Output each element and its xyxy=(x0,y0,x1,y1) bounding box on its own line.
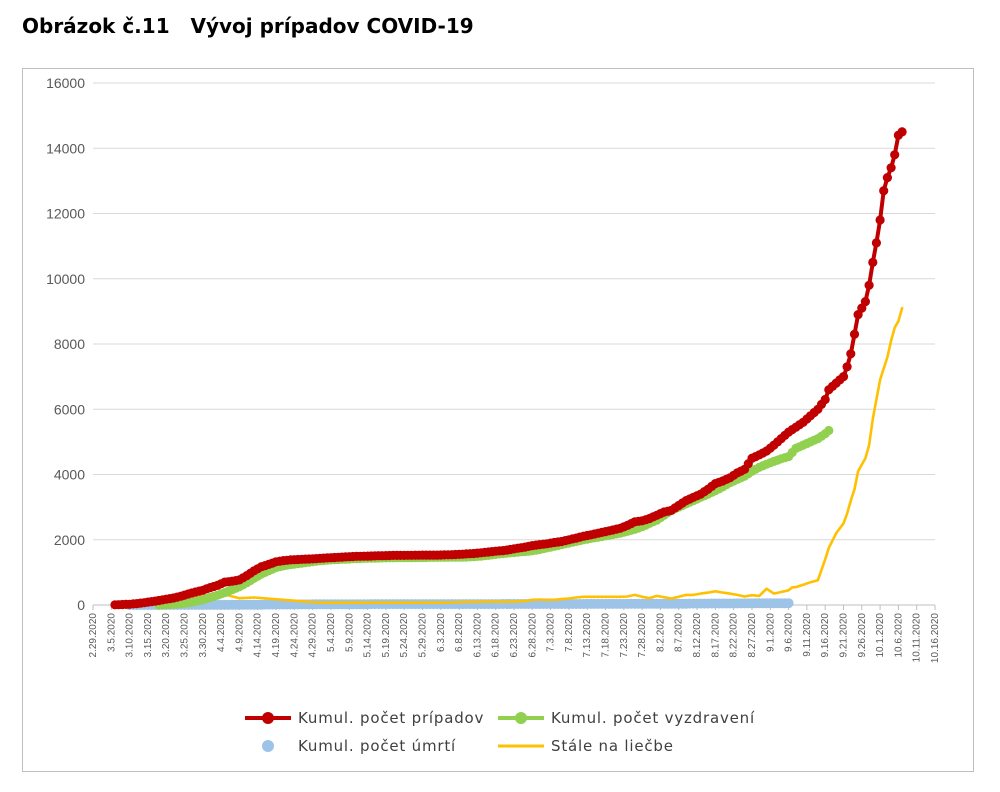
x-tick-label: 9.6.2020 xyxy=(784,613,795,652)
chart-frame: 0 2000 4000 6000 8000 10000 12000 14000 16000 2.… xyxy=(22,68,974,772)
x-axis: 2.29.2020 3.5.2020 3.10.2020 3.15.2020 3.20.… xyxy=(88,605,941,663)
x-tick-label: 7.28.2020 xyxy=(637,613,648,658)
y-tick-label: 4000 xyxy=(54,467,85,483)
x-tick-label: 3.20.2020 xyxy=(161,613,172,658)
x-tick-label: 8.2.2020 xyxy=(655,613,666,652)
series-group xyxy=(110,127,907,610)
y-axis-ticks: 0 2000 4000 6000 8000 10000 12000 14000 16000 xyxy=(46,75,85,613)
x-tick-label: 9.11.2020 xyxy=(802,613,813,657)
x-tick-label: 6.3.2020 xyxy=(436,613,447,652)
x-tick-label: 5.14.2020 xyxy=(363,613,374,658)
x-tick-label: 7.23.2020 xyxy=(619,613,630,658)
x-tick-label: 10.16.2020 xyxy=(930,613,941,663)
cases-point xyxy=(875,215,885,225)
x-tick-label: 6.23.2020 xyxy=(509,613,520,658)
x-tick-label: 3.30.2020 xyxy=(198,613,209,658)
legend: Kumul. počet prípadov Kumul. počet vyzdra… xyxy=(245,709,755,755)
series-recovered xyxy=(154,425,834,610)
cases-point xyxy=(860,297,871,307)
y-tick-label: 6000 xyxy=(54,401,85,417)
cases-point xyxy=(886,163,896,173)
legend-label-recovered: Kumul. počet vyzdravení xyxy=(551,709,755,727)
y-tick-label: 12000 xyxy=(46,206,85,222)
cases-point xyxy=(871,238,882,248)
x-tick-label: 4.4.2020 xyxy=(216,613,227,652)
x-tick-label: 4.14.2020 xyxy=(253,613,264,658)
x-tick-label: 9.16.2020 xyxy=(820,613,831,658)
x-tick-label: 4.9.2020 xyxy=(234,613,245,652)
legend-item-cases: Kumul. počet prípadov xyxy=(245,709,484,727)
x-tick-label: 6.28.2020 xyxy=(527,613,538,658)
x-tick-label: 7.3.2020 xyxy=(546,613,557,652)
cases-point xyxy=(849,329,860,339)
x-tick-label: 6.13.2020 xyxy=(472,613,483,658)
x-tick-label: 8.27.2020 xyxy=(747,613,758,658)
cases-line xyxy=(113,129,905,607)
x-tick-label: 4.24.2020 xyxy=(289,613,300,658)
cases-point xyxy=(846,349,856,359)
figure-title: Obrázok č.11 Vývoj prípadov COVID-19 xyxy=(22,14,474,38)
legend-label-active: Stále na liečbe xyxy=(551,737,674,755)
legend-item-active: Stále na liečbe xyxy=(498,737,674,755)
cases-point xyxy=(897,127,907,137)
x-tick-label: 8.22.2020 xyxy=(729,613,740,658)
x-tick-label: 9.1.2020 xyxy=(765,613,776,652)
y-tick-label: 16000 xyxy=(46,75,85,91)
x-tick-label: 8.17.2020 xyxy=(710,613,721,658)
y-tick-label: 0 xyxy=(77,597,85,613)
recovered-point xyxy=(824,425,834,436)
series-cases xyxy=(110,127,907,610)
cases-point xyxy=(842,362,852,372)
x-tick-label: 6.8.2020 xyxy=(454,613,465,652)
cases-point xyxy=(890,150,900,160)
cases-point xyxy=(879,186,889,196)
y-tick-label: 14000 xyxy=(46,140,85,156)
x-tick-label: 10.6.2020 xyxy=(893,613,904,658)
x-tick-label: 4.29.2020 xyxy=(308,613,319,658)
x-tick-label: 8.12.2020 xyxy=(692,613,703,658)
cases-point xyxy=(820,394,830,405)
x-tick-label: 4.19.2020 xyxy=(271,613,282,658)
legend-label-deaths: Kumul. počet úmrtí xyxy=(298,737,456,755)
x-tick-label: 7.13.2020 xyxy=(582,613,593,658)
y-tick-label: 8000 xyxy=(54,336,85,352)
legend-label-cases: Kumul. počet prípadov xyxy=(298,709,484,727)
legend-marker-deaths xyxy=(262,740,274,752)
y-tick-label: 10000 xyxy=(46,271,85,287)
x-tick-label: 3.10.2020 xyxy=(125,613,136,658)
x-tick-label: 5.9.2020 xyxy=(344,613,355,652)
x-tick-label: 5.19.2020 xyxy=(381,613,392,658)
y-tick-label: 2000 xyxy=(54,532,85,548)
x-tick-label: 3.25.2020 xyxy=(180,613,191,658)
x-tick-label: 3.5.2020 xyxy=(106,613,117,652)
x-tick-label: 7.18.2020 xyxy=(601,613,612,658)
cases-point xyxy=(868,257,878,267)
x-tick-label: 9.26.2020 xyxy=(857,613,868,658)
cases-point xyxy=(838,372,849,382)
cases-point xyxy=(864,280,874,290)
x-tick-label: 3.15.2020 xyxy=(143,613,154,658)
x-tick-label: 10.11.2020 xyxy=(912,613,923,663)
cases-point xyxy=(882,173,893,183)
legend-item-recovered: Kumul. počet vyzdravení xyxy=(498,709,755,727)
legend-marker-recovered xyxy=(515,712,527,724)
x-tick-label: 5.29.2020 xyxy=(417,613,428,658)
x-tick-label: 7.8.2020 xyxy=(564,613,575,652)
series-active xyxy=(113,306,904,607)
x-tick-label: 5.24.2020 xyxy=(399,613,410,658)
legend-item-deaths: Kumul. počet úmrtí xyxy=(262,737,456,755)
legend-marker-cases xyxy=(262,712,274,724)
x-tick-label: 10.1.2020 xyxy=(875,613,886,658)
x-tick-label: 5.4.2020 xyxy=(326,613,337,652)
active-line xyxy=(113,306,904,607)
x-tick-label: 9.21.2020 xyxy=(838,613,849,658)
x-tick-label: 6.18.2020 xyxy=(491,613,502,658)
deaths-point xyxy=(783,598,794,609)
series-deaths xyxy=(124,598,794,610)
x-tick-label: 8.7.2020 xyxy=(674,613,685,652)
chart-plot: 0 2000 4000 6000 8000 10000 12000 14000 16000 2.… xyxy=(46,75,941,755)
gridlines xyxy=(93,82,935,606)
x-tick-label: 2.29.2020 xyxy=(88,613,99,658)
